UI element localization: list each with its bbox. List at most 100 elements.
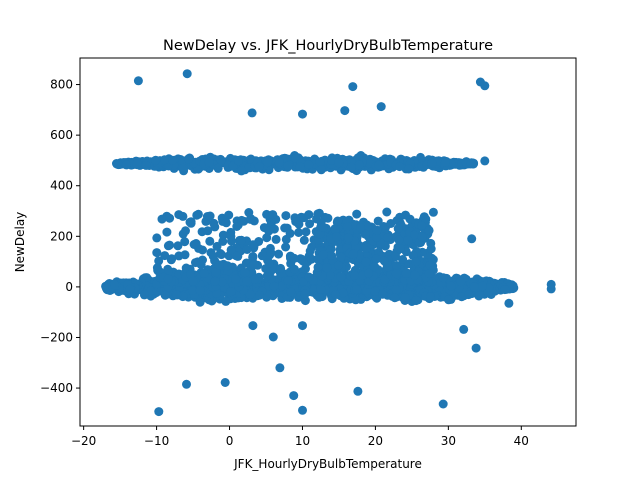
- data-point: [231, 274, 241, 284]
- data-point: [193, 209, 203, 219]
- data-point: [269, 281, 279, 291]
- data-point: [163, 274, 173, 284]
- data-point: [330, 225, 340, 235]
- y-axis-ticks: −400 −200 0 200 400 600 800: [40, 78, 80, 395]
- data-point: [348, 82, 358, 92]
- data-point: [213, 163, 223, 173]
- data-point: [380, 275, 390, 285]
- data-point: [427, 158, 437, 168]
- data-point: [248, 252, 258, 261]
- data-point: [240, 268, 250, 278]
- data-point: [282, 223, 292, 233]
- data-point: [395, 162, 405, 172]
- data-point: [348, 249, 358, 259]
- data-point: [244, 208, 254, 217]
- data-point: [394, 235, 404, 245]
- data-point: [165, 213, 175, 223]
- data-point: [342, 222, 352, 232]
- data-point: [376, 102, 386, 112]
- data-point: [304, 272, 314, 282]
- data-point: [298, 405, 307, 415]
- data-point: [210, 276, 220, 286]
- data-point: [331, 289, 341, 299]
- data-point: [221, 218, 231, 228]
- data-point: [249, 260, 259, 270]
- data-point: [378, 289, 387, 299]
- data-point: [336, 272, 346, 282]
- data-point: [386, 219, 396, 228]
- data-point: [297, 254, 306, 264]
- data-point: [352, 209, 362, 219]
- data-point: [141, 160, 151, 170]
- data-point: [211, 267, 221, 277]
- data-point: [185, 217, 195, 227]
- data-point: [304, 160, 314, 169]
- data-point: [262, 233, 272, 243]
- data-point: [276, 263, 286, 273]
- data-point: [313, 209, 323, 219]
- data-point: [182, 379, 191, 389]
- data-point: [286, 287, 296, 297]
- data-point: [444, 295, 454, 305]
- data-point: [221, 296, 231, 306]
- data-point: [172, 290, 182, 300]
- data-point: [168, 155, 178, 165]
- data-point: [446, 281, 456, 291]
- data-point: [255, 290, 264, 300]
- data-point: [162, 227, 172, 237]
- x-tick-label: 30: [441, 434, 456, 448]
- data-point: [323, 213, 333, 223]
- data-point: [370, 286, 380, 296]
- data-point: [424, 225, 434, 235]
- data-point: [173, 241, 183, 251]
- data-point: [160, 251, 170, 261]
- data-point: [456, 277, 466, 287]
- data-point: [298, 109, 307, 119]
- data-point: [160, 155, 169, 165]
- x-tick-label: 10: [295, 434, 310, 448]
- data-point: [214, 260, 224, 270]
- data-point: [181, 226, 190, 236]
- data-point: [400, 293, 410, 302]
- x-tick-label: −10: [144, 434, 169, 448]
- data-point: [390, 293, 400, 303]
- data-point: [237, 215, 247, 225]
- x-tick-label: 0: [226, 434, 234, 448]
- data-point: [354, 160, 364, 170]
- data-point: [189, 240, 199, 249]
- y-tick-label: 200: [50, 229, 73, 243]
- data-point: [289, 264, 299, 274]
- data-point: [212, 241, 222, 251]
- data-point: [480, 156, 490, 166]
- data-point: [274, 249, 283, 259]
- data-point: [262, 157, 272, 167]
- data-point: [305, 246, 315, 256]
- data-point: [195, 297, 205, 307]
- data-point: [398, 255, 408, 264]
- data-point: [269, 224, 279, 234]
- data-point: [248, 240, 258, 250]
- y-axis-label: NewDelay: [13, 212, 27, 273]
- data-point: [188, 276, 198, 286]
- data-point: [195, 285, 205, 295]
- data-point: [208, 251, 218, 261]
- data-point: [428, 207, 438, 217]
- data-point: [291, 217, 301, 227]
- data-point: [480, 81, 490, 91]
- data-point: [203, 226, 213, 236]
- data-point: [374, 160, 384, 170]
- data-point: [410, 230, 419, 240]
- y-tick-label: 800: [50, 78, 73, 92]
- x-tick-label: −20: [71, 434, 96, 448]
- data-point: [314, 292, 324, 302]
- x-axis-label: JFK_HourlyDryBulbTemperature: [233, 457, 422, 471]
- data-point: [352, 285, 362, 295]
- data-point: [220, 378, 230, 387]
- data-point: [333, 216, 343, 226]
- data-point: [316, 165, 326, 175]
- data-point: [184, 154, 194, 164]
- data-point: [410, 270, 420, 280]
- data-point: [504, 298, 514, 308]
- data-point: [294, 228, 304, 237]
- data-point: [475, 290, 485, 300]
